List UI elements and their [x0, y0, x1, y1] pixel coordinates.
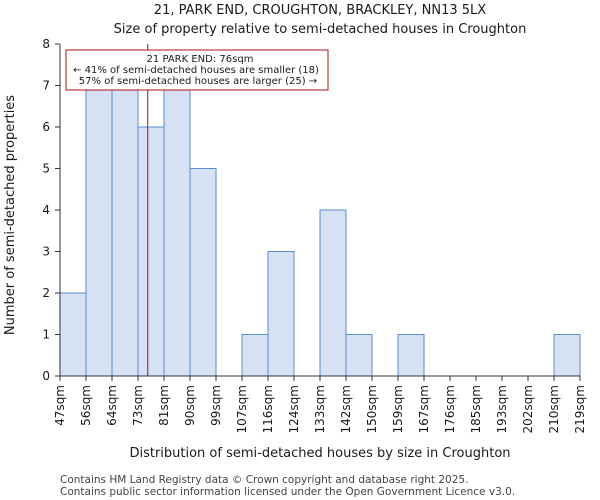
x-tick-label: 47sqm [53, 385, 67, 426]
y-ticks-group: 0 1 2 3 4 5 6 7 8 [42, 37, 60, 383]
y-tick-label: 8 [42, 37, 50, 51]
y-tick-label: 7 [42, 79, 50, 93]
histogram-bar [163, 85, 191, 377]
histogram-bar [397, 334, 425, 377]
x-tick-label: 99sqm [209, 385, 223, 426]
x-tick-label: 202sqm [521, 385, 535, 433]
property-annotation: 21 PARK END: 76sqm ← 41% of semi-detache… [65, 49, 329, 91]
bars-group [59, 85, 581, 377]
histogram-bar [345, 334, 373, 377]
x-tick-label: 107sqm [235, 385, 249, 433]
histogram-bar [241, 334, 269, 377]
x-tick-label: 185sqm [469, 385, 483, 433]
x-tick-label: 116sqm [261, 385, 275, 433]
y-tick-label: 0 [42, 369, 50, 383]
annotation-larger: 57% of semi-detached houses are larger (… [79, 76, 317, 87]
y-tick-label: 3 [42, 245, 50, 259]
histogram-bar [189, 168, 217, 377]
x-tick-label: 56sqm [79, 385, 93, 426]
x-tick-label: 124sqm [287, 385, 301, 433]
x-tick-label: 73sqm [131, 385, 145, 426]
x-tick-label: 193sqm [495, 385, 509, 433]
y-axis-title: Number of semi-detached properties [3, 95, 18, 335]
y-tick-label: 5 [42, 162, 50, 176]
x-tick-label: 64sqm [105, 385, 119, 426]
y-tick-label: 4 [42, 203, 50, 217]
annotation-box [65, 49, 329, 91]
x-ticks-group: 47sqm 56sqm 64sqm 73sqm 81sqm 90sqm 99sqm 107sq… [53, 376, 587, 433]
x-tick-label: 150sqm [365, 385, 379, 433]
chart-title: 21, PARK END, CROUGHTON, BRACKLEY, NN13 … [154, 3, 486, 18]
x-tick-label: 81sqm [157, 385, 171, 426]
histogram-bar [111, 85, 139, 377]
y-tick-label: 6 [42, 120, 50, 134]
histogram-bar [85, 85, 113, 377]
annotation-title: 21 PARK END: 76sqm [147, 54, 254, 65]
histogram-bar [137, 126, 165, 377]
x-tick-label: 210sqm [547, 385, 561, 433]
x-tick-label: 219sqm [573, 385, 587, 433]
footer-line-1: Contains HM Land Registry data © Crown c… [60, 474, 468, 486]
histogram-bar [59, 292, 87, 377]
y-tick-label: 2 [42, 286, 50, 300]
plot-area: 0 1 2 3 4 5 6 7 8 47sqm 56sqm 64sqm 73sqm 81sqm 90sqm… [42, 37, 587, 433]
chart-subtitle: Size of property relative to semi-detach… [114, 22, 527, 37]
x-tick-label: 159sqm [391, 385, 405, 433]
x-tick-label: 176sqm [443, 385, 457, 433]
histogram-bar [319, 209, 347, 377]
x-tick-label: 167sqm [417, 385, 431, 433]
annotation-smaller: ← 41% of semi-detached houses are smalle… [73, 65, 319, 76]
y-tick-label: 1 [42, 328, 50, 342]
x-tick-label: 142sqm [339, 385, 353, 433]
x-tick-label: 133sqm [313, 385, 327, 433]
footer-line-2: Contains public sector information licen… [60, 486, 515, 498]
x-tick-label: 90sqm [183, 385, 197, 426]
histogram-bar [553, 334, 581, 377]
x-axis-title: Distribution of semi-detached houses by … [129, 446, 510, 461]
histogram-bar [267, 251, 295, 377]
